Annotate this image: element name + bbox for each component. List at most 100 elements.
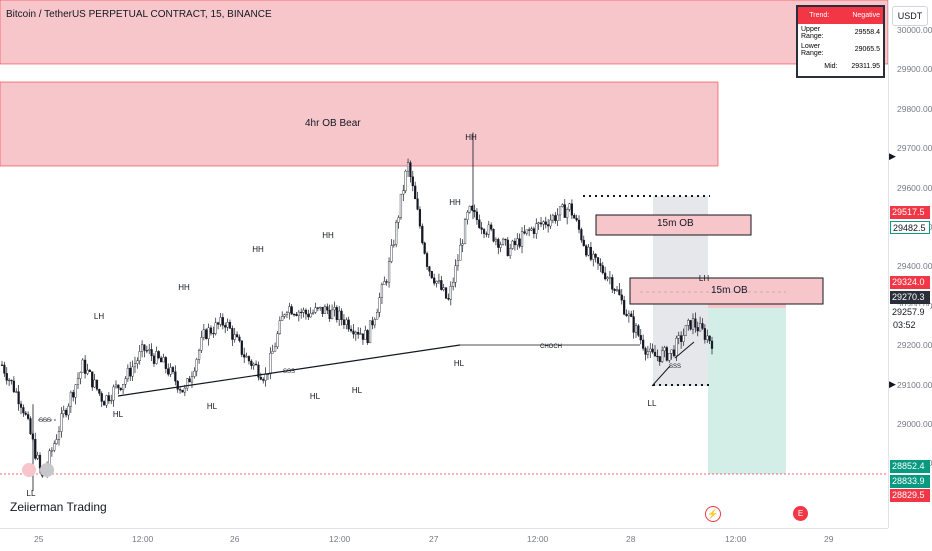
candle-body xyxy=(651,348,654,353)
candle-body xyxy=(487,224,490,235)
candle-body xyxy=(88,369,91,372)
candle-body xyxy=(93,379,96,388)
candle-body xyxy=(554,215,557,221)
candle-body xyxy=(119,387,122,391)
candle-body xyxy=(141,344,144,352)
candle-body xyxy=(620,294,623,301)
candle-body xyxy=(542,221,545,225)
candle-body xyxy=(433,277,436,284)
candle-body xyxy=(3,364,6,374)
candle-body xyxy=(513,240,517,246)
candle-body xyxy=(646,351,649,355)
candle-body xyxy=(328,310,331,319)
candle-body xyxy=(307,313,310,318)
candle-body xyxy=(504,238,507,241)
price-axis[interactable]: 28900.0029000.0029100.0029200.0029300.00… xyxy=(888,0,932,528)
structure-label: LH xyxy=(699,274,709,283)
candle-body xyxy=(235,334,239,338)
candle-body xyxy=(297,311,300,316)
candle-body xyxy=(164,357,167,369)
candle-body xyxy=(366,330,369,344)
structure-label: HL xyxy=(113,410,124,419)
candle-body xyxy=(326,306,329,311)
candle-body xyxy=(466,211,469,220)
candle-body xyxy=(200,337,203,351)
candle-body xyxy=(473,210,476,213)
chevron-right-icon[interactable]: ▶ xyxy=(889,379,896,389)
currency-button[interactable]: USDT xyxy=(892,6,928,26)
candle-body xyxy=(361,333,365,340)
candle-body xyxy=(701,323,704,329)
candle-body xyxy=(368,320,372,344)
candle-body xyxy=(672,349,676,357)
chevron-right-icon[interactable]: ▶ xyxy=(889,151,896,161)
candle-body xyxy=(634,325,638,333)
candle-body xyxy=(537,222,540,225)
candle-body xyxy=(632,316,635,333)
candle-body xyxy=(482,229,486,234)
candle-body xyxy=(589,246,592,260)
candle-body xyxy=(65,409,68,416)
candle-body xyxy=(596,257,600,264)
candle-body xyxy=(103,401,106,406)
candle-body xyxy=(290,306,293,315)
candle-body xyxy=(276,333,279,348)
symbol-title: Bitcoin / TetherUS PERPETUAL CONTRACT, 1… xyxy=(6,9,272,20)
candle-body xyxy=(442,287,445,290)
x-tick-label: 28 xyxy=(626,534,636,544)
candle-body xyxy=(169,367,172,375)
candle-body xyxy=(663,347,666,352)
candle-body xyxy=(444,287,448,299)
candle-body xyxy=(637,325,640,336)
candle-body xyxy=(84,359,87,374)
candle-body xyxy=(428,266,431,272)
candle-body xyxy=(615,289,619,291)
candle-body xyxy=(269,352,272,375)
candle-body xyxy=(625,314,628,317)
candle-body xyxy=(492,229,495,242)
candle-body xyxy=(461,243,464,246)
candle-body xyxy=(38,454,42,469)
candle-body xyxy=(133,363,137,368)
candle-body xyxy=(604,272,607,280)
price-chart[interactable]: LL LH HL HH HL HH HL HH HL HH HH HL LH LL SSS SSS SSS CHO… xyxy=(0,0,888,528)
candle-body xyxy=(10,379,13,382)
candle-body xyxy=(385,281,388,283)
ob-zone-15m-lower xyxy=(629,277,824,305)
candle-body xyxy=(316,307,319,309)
candle-body xyxy=(364,330,367,340)
lightning-icon[interactable]: ⚡ xyxy=(705,506,721,522)
trendline-small-2 xyxy=(674,341,695,359)
candle-body xyxy=(452,282,455,287)
candle-body xyxy=(642,339,645,349)
candle-body xyxy=(171,367,175,372)
x-tick-label: 26 xyxy=(230,534,240,544)
trendline-small-1 xyxy=(651,365,671,387)
candle-body xyxy=(380,284,384,298)
candle-body xyxy=(243,354,246,358)
candle-body xyxy=(699,323,702,332)
candle-body xyxy=(675,338,678,357)
candle-body xyxy=(174,371,177,382)
candle-body xyxy=(226,321,229,328)
candle-body xyxy=(387,261,391,283)
trend-row: Trend: Negative xyxy=(798,7,883,24)
earnings-icon[interactable]: E xyxy=(793,506,808,521)
candle-body xyxy=(506,239,509,256)
candle-body xyxy=(347,319,350,330)
candle-body xyxy=(594,253,597,258)
candle-body xyxy=(694,318,697,328)
x-tick-label: 12:00 xyxy=(132,534,154,544)
candle-body xyxy=(188,378,191,383)
candle-body xyxy=(611,277,614,290)
candle-body xyxy=(69,392,72,407)
candle-body xyxy=(91,371,94,388)
y-tick-label: 29800.00 xyxy=(897,103,932,114)
candle-body xyxy=(549,219,552,227)
candle-body xyxy=(608,277,611,279)
candle-body xyxy=(302,309,305,313)
candle-body xyxy=(150,349,153,357)
price-tag-29324: 29324.0 xyxy=(890,276,930,289)
time-axis[interactable]: 25 12:00 26 12:00 27 12:00 28 12:00 29 xyxy=(0,528,888,551)
candle-body xyxy=(359,333,362,335)
